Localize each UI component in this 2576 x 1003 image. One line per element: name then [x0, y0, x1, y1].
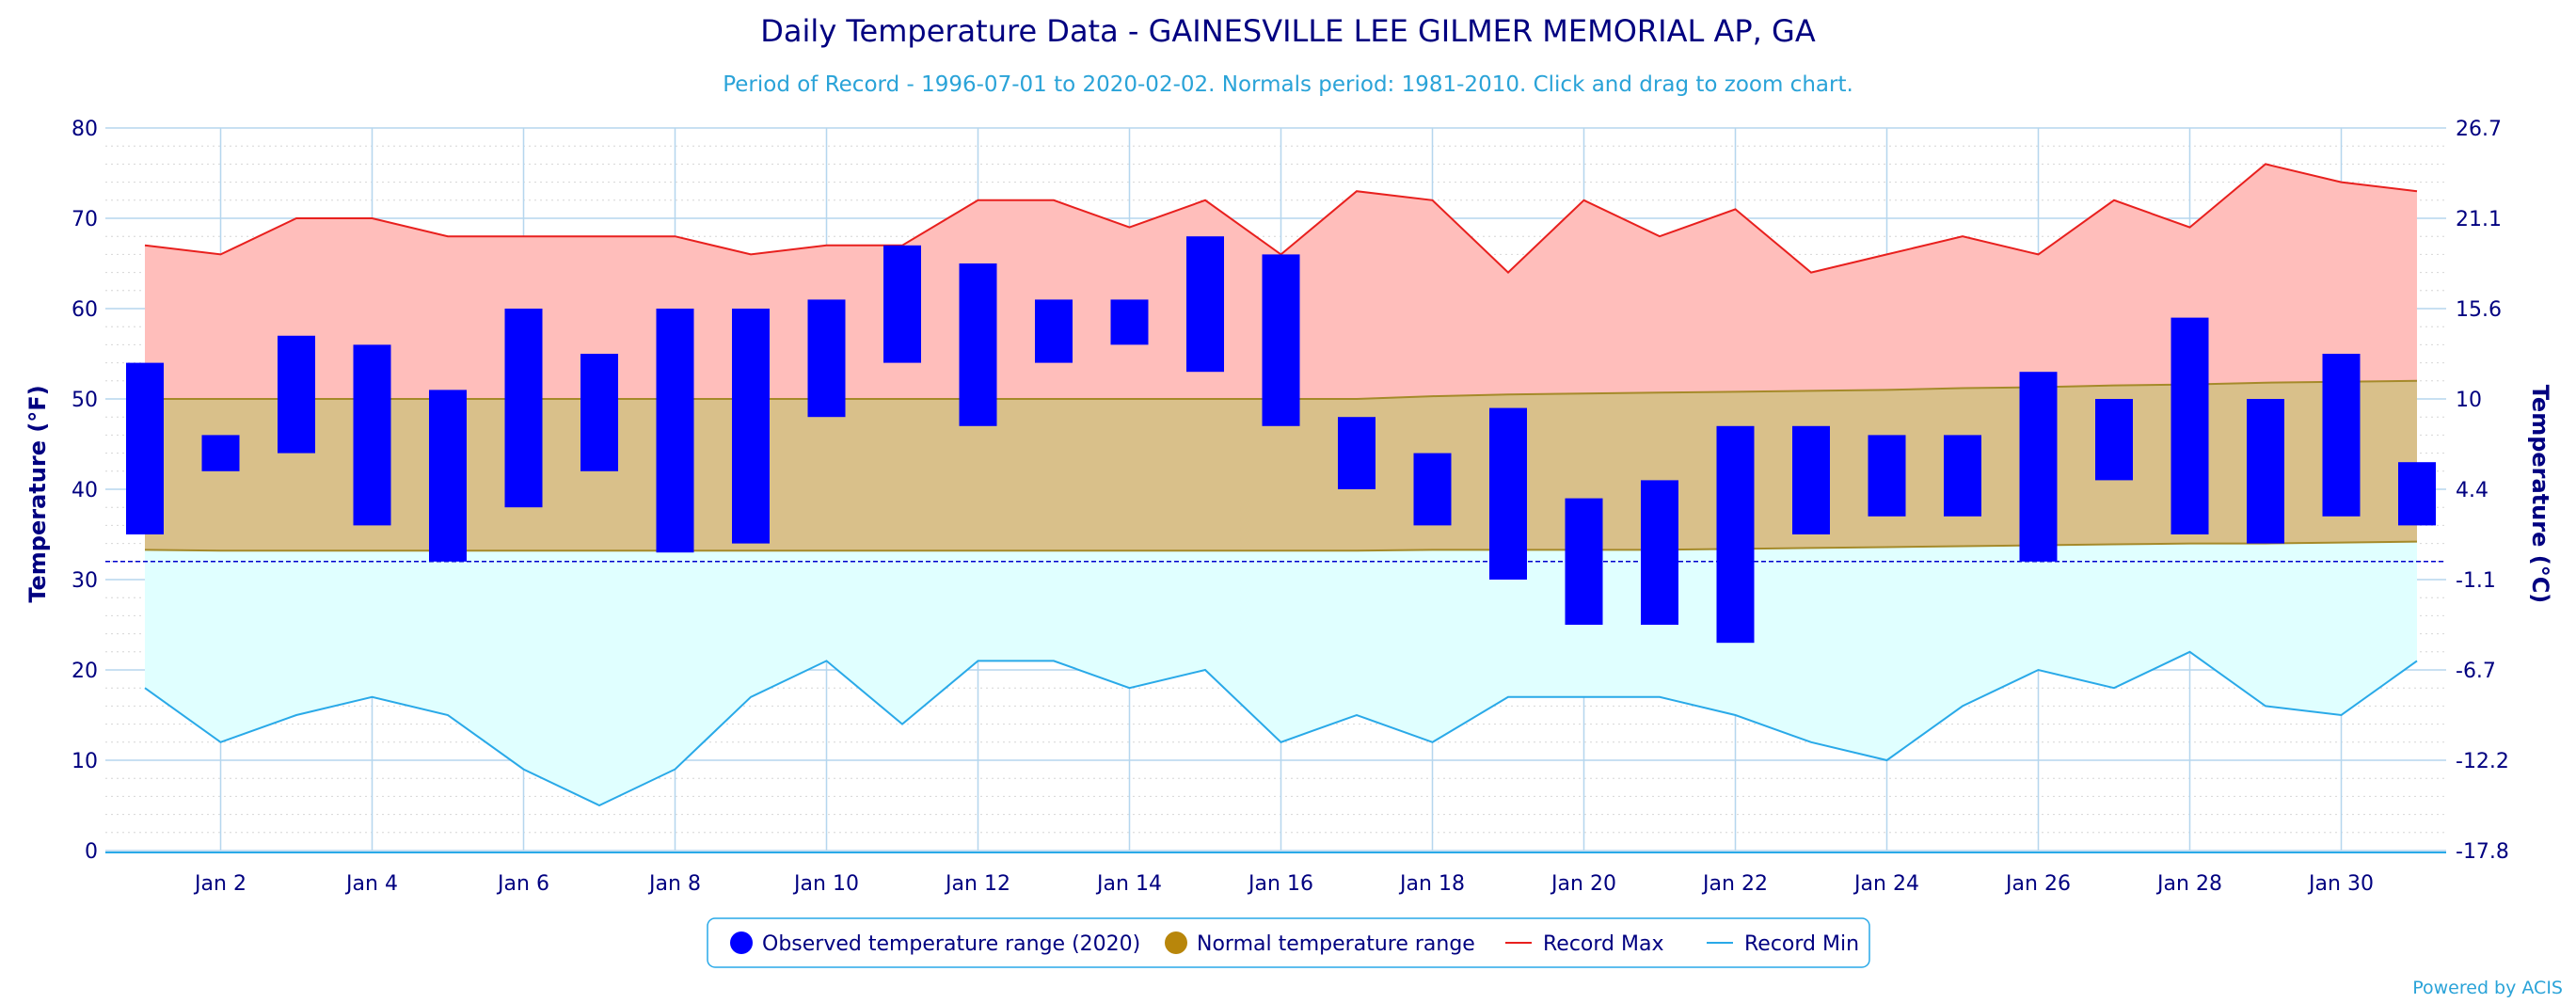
x-tick-label: Jan 6: [496, 872, 549, 896]
observed-bar-jan-29: [2247, 399, 2284, 544]
observed-bar-jan-24: [1868, 435, 1906, 517]
y-tick-label-left: 0: [85, 840, 98, 864]
y-tick-label-right: -12.2: [2456, 750, 2509, 773]
x-tick-label: Jan 20: [1550, 872, 1616, 896]
y-tick-label-right: 26.7: [2456, 118, 2502, 141]
observed-bar-jan-10: [807, 299, 846, 418]
x-tick-label: Jan 30: [2307, 872, 2374, 896]
y-tick-label-left: 70: [72, 208, 98, 231]
x-tick-label: Jan 4: [344, 872, 398, 896]
legend: Observed temperature range (2020) Normal …: [707, 917, 1870, 968]
legend-box: [707, 917, 1870, 968]
observed-bar-jan-3: [278, 335, 315, 454]
x-tick-label: Jan 18: [1398, 872, 1465, 896]
y-tick-label-left: 10: [72, 750, 98, 773]
observed-bar-jan-1: [126, 362, 164, 534]
legend-label-1: Normal temperature range: [1197, 932, 1475, 956]
observed-bar-jan-18: [1413, 453, 1452, 526]
observed-bar-jan-21: [1641, 480, 1678, 625]
observed-bar-jan-5: [429, 390, 467, 562]
x-tick-label: Jan 10: [792, 872, 859, 896]
observed-bar-jan-12: [959, 263, 997, 426]
y-axis-title-right: Temperature (°C): [2527, 385, 2553, 604]
observed-bar-jan-8: [656, 309, 694, 553]
y-tick-label-left: 40: [72, 479, 98, 502]
y-tick-label-right: -6.7: [2456, 660, 2496, 683]
y-tick-label-right: 21.1: [2456, 208, 2502, 231]
chart-title: Daily Temperature Data - GAINESVILLE LEE…: [760, 13, 1816, 49]
observed-bar-jan-4: [353, 344, 391, 526]
axes: 0 10 20 30 40 50 60 70 80 -17.8 -12.2 -6.7 -1.1 4.4 10…: [72, 118, 2509, 896]
y-axis-title-left: Temperature (°F): [24, 385, 51, 602]
y-tick-label-right: -17.8: [2456, 840, 2509, 864]
observed-bar-jan-30: [2322, 354, 2361, 517]
x-tick-label: Jan 22: [1701, 872, 1768, 896]
y-tick-label-left: 60: [72, 298, 98, 322]
observed-bar-jan-31: [2398, 462, 2436, 526]
observed-bar-jan-27: [2095, 399, 2133, 481]
chart-subtitle: Period of Record - 1996-07-01 to 2020-02…: [723, 72, 1853, 97]
y-tick-label-left: 20: [72, 660, 98, 683]
legend-label-2: Record Max: [1543, 932, 1664, 956]
observed-bar-jan-14: [1110, 299, 1149, 345]
observed-bars: [126, 236, 2436, 644]
legend-label-0: Observed temperature range (2020): [762, 932, 1140, 956]
observed-bar-jan-20: [1565, 498, 1603, 625]
y-tick-label-left: 50: [72, 389, 98, 412]
y-tick-label-right: 15.6: [2456, 298, 2502, 322]
record-min-line: [144, 650, 2418, 807]
x-tick-label: Jan 14: [1095, 872, 1162, 896]
y-tick-label-left: 80: [72, 118, 98, 141]
legend-marker-0: [730, 931, 753, 954]
record-min-band: [145, 541, 2417, 805]
observed-bar-jan-25: [1944, 435, 1981, 517]
credit-link[interactable]: Powered by ACIS: [2412, 978, 2563, 998]
observed-bar-jan-19: [1489, 407, 1527, 580]
observed-bar-jan-16: [1262, 254, 1300, 426]
observed-bar-jan-7: [580, 354, 618, 471]
x-tick-label: Jan 26: [2004, 872, 2071, 896]
observed-bar-jan-22: [1716, 425, 1755, 644]
observed-bar-jan-17: [1338, 417, 1375, 489]
normal-range-band: [145, 380, 2417, 551]
legend-label-3: Record Min: [1744, 932, 1859, 956]
y-tick-label-left: 30: [72, 569, 98, 593]
legend-marker-1: [1165, 931, 1187, 954]
x-tick-label: Jan 12: [944, 872, 1010, 896]
observed-bar-jan-26: [2019, 372, 2058, 562]
y-tick-label-right: -1.1: [2456, 569, 2496, 593]
observed-bar-jan-2: [201, 435, 240, 471]
observed-bar-jan-9: [732, 309, 770, 544]
x-tick-label: Jan 28: [2155, 872, 2222, 896]
y-tick-label-right: 4.4: [2456, 479, 2489, 502]
observed-bar-jan-23: [1792, 425, 1830, 534]
y-tick-label-right: 10: [2456, 389, 2482, 412]
x-tick-label: Jan 24: [1852, 872, 1919, 896]
observed-bar-jan-11: [883, 245, 921, 363]
observed-bar-jan-28: [2171, 317, 2209, 534]
x-tick-label: Jan 8: [647, 872, 701, 896]
observed-bar-jan-13: [1035, 299, 1073, 363]
observed-bar-jan-6: [504, 309, 543, 508]
x-tick-label: Jan 16: [1247, 872, 1313, 896]
observed-bar-jan-15: [1186, 236, 1224, 373]
x-tick-label: Jan 2: [193, 872, 246, 896]
